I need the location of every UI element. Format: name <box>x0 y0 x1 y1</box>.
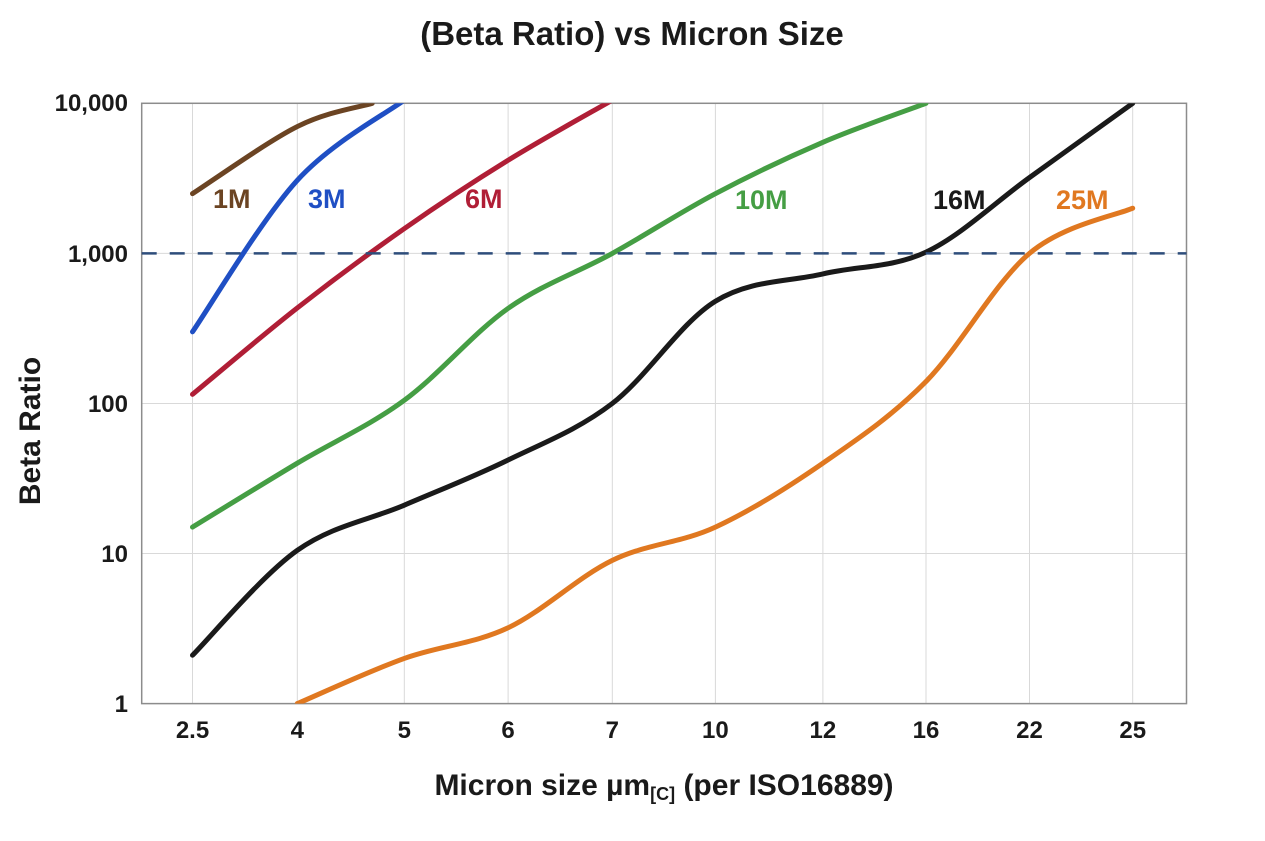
svg-text:Beta Ratio: Beta Ratio <box>14 357 47 505</box>
svg-text:7: 7 <box>606 717 619 744</box>
svg-text:12: 12 <box>810 717 837 744</box>
svg-text:16: 16 <box>913 717 940 744</box>
svg-text:5: 5 <box>398 717 411 744</box>
svg-text:22: 22 <box>1016 717 1043 744</box>
svg-text:1: 1 <box>115 691 128 718</box>
svg-text:25M: 25M <box>1056 185 1109 215</box>
svg-text:10M: 10M <box>735 185 788 215</box>
svg-text:16M: 16M <box>933 185 986 215</box>
svg-text:25: 25 <box>1119 717 1146 744</box>
svg-text:4: 4 <box>291 717 305 744</box>
svg-text:10: 10 <box>702 717 729 744</box>
svg-text:1,000: 1,000 <box>68 241 128 268</box>
svg-text:3M: 3M <box>308 184 346 214</box>
svg-text:6M: 6M <box>465 184 503 214</box>
svg-text:100: 100 <box>88 391 128 418</box>
svg-text:10,000: 10,000 <box>55 90 128 117</box>
svg-text:2.5: 2.5 <box>176 717 209 744</box>
svg-text:(Beta Ratio) vs Micron Size: (Beta Ratio) vs Micron Size <box>420 15 844 52</box>
svg-text:6: 6 <box>501 717 514 744</box>
svg-text:1M: 1M <box>213 184 251 214</box>
svg-text:10: 10 <box>101 541 128 568</box>
